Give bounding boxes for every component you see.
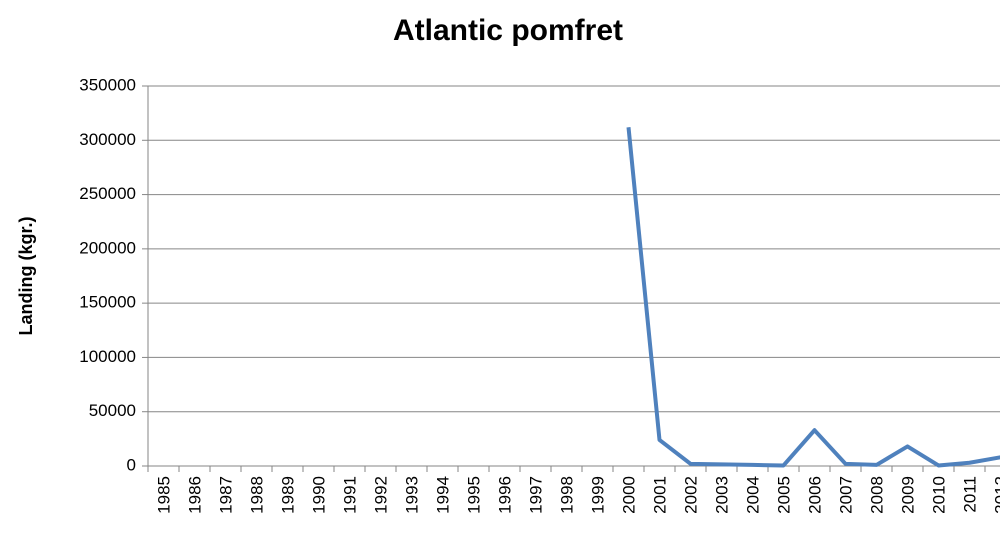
x-tick-label: 1990 — [310, 476, 329, 514]
y-tick-label: 150000 — [79, 293, 136, 312]
y-tick-label: 100000 — [79, 347, 136, 366]
data-line — [626, 127, 1000, 468]
y-tick-label: 200000 — [79, 238, 136, 257]
y-axis-label: Landing (kgr.) — [16, 216, 36, 335]
y-tick-label: 350000 — [79, 75, 136, 94]
y-tick-label: 300000 — [79, 130, 136, 149]
x-tick-label: 2006 — [806, 476, 825, 514]
x-tick-label: 1995 — [465, 476, 484, 514]
y-tick-label: 0 — [127, 455, 136, 474]
x-tick-label: 2004 — [744, 476, 763, 514]
x-tick-label: 1994 — [434, 476, 453, 514]
x-tick-label: 2007 — [837, 476, 856, 514]
x-tick-label: 2008 — [868, 476, 887, 514]
x-tick-label: 1998 — [558, 476, 577, 514]
chart-title: Atlantic pomfret — [393, 14, 623, 47]
x-tick-label: 2010 — [930, 476, 949, 514]
x-tick-label: 1991 — [341, 476, 360, 514]
x-tick-label: 2011 — [961, 476, 980, 513]
x-tick-label: 2003 — [713, 476, 732, 514]
x-tick-label: 1989 — [279, 476, 298, 514]
x-tick-label: 1992 — [372, 476, 391, 514]
x-tick-label: 2009 — [899, 476, 918, 514]
x-tick-label: 1985 — [155, 476, 174, 514]
x-tick-label: 2000 — [620, 476, 639, 514]
x-tick-label: 2001 — [651, 476, 670, 514]
x-tick-label: 2002 — [682, 476, 701, 514]
x-tick-label: 1988 — [248, 476, 267, 514]
x-tick-label: 1999 — [589, 476, 608, 514]
y-tick-label: 50000 — [89, 401, 136, 420]
x-tick-label: 1996 — [496, 476, 515, 514]
y-tick-label: 250000 — [79, 184, 136, 203]
x-tick-label: 1997 — [527, 476, 546, 514]
x-tick-label: 1986 — [186, 476, 205, 514]
x-tick-label: 2012 — [992, 476, 1000, 514]
x-tick-label: 1993 — [403, 476, 422, 514]
x-tick-label: 2005 — [775, 476, 794, 514]
x-tick-label: 1987 — [217, 476, 236, 514]
